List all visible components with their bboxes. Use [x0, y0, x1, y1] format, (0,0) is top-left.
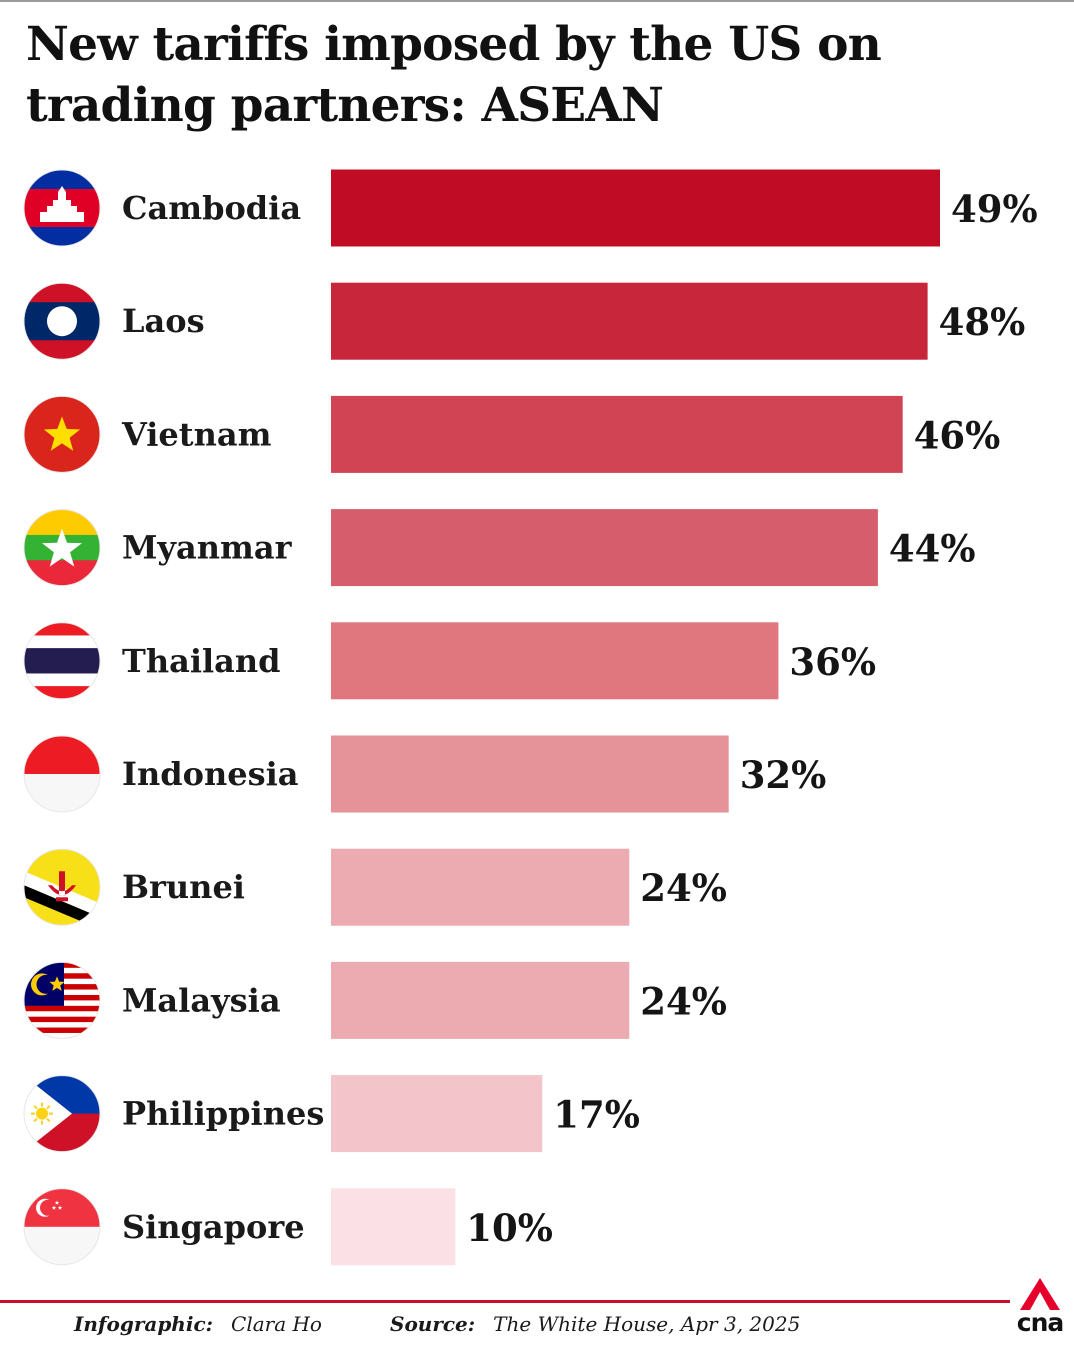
source: Source: The White House, Apr 3, 2025	[390, 1312, 800, 1336]
category-label: Thailand	[122, 642, 281, 680]
chart-row: Laos 48%	[23, 282, 1026, 360]
value-label: 48%	[939, 300, 1026, 344]
malaysia-flag-icon	[23, 961, 101, 1039]
chart-row: Brunei 24%	[23, 848, 727, 926]
cambodia-flag-icon	[23, 169, 101, 247]
category-label: Indonesia	[122, 755, 298, 793]
bar	[331, 961, 630, 1039]
source-value: The White House, Apr 3, 2025	[493, 1312, 801, 1336]
category-label: Malaysia	[122, 981, 281, 1019]
chart-row: Cambodia 49%	[23, 169, 1038, 247]
category-label: Philippines	[122, 1095, 324, 1133]
vietnam-flag-icon	[23, 395, 101, 473]
value-label: 17%	[553, 1093, 640, 1137]
source-label: Source:	[390, 1312, 476, 1336]
cna-logo-text: cna	[1016, 1308, 1065, 1337]
value-label: 46%	[914, 413, 1001, 457]
chart-row: Myanmar 44%	[23, 509, 976, 587]
credit-value: Clara Ho	[231, 1312, 322, 1336]
bar	[331, 735, 729, 813]
value-label: 24%	[640, 979, 727, 1023]
myanmar-flag-icon	[23, 509, 101, 587]
thailand-flag-icon	[23, 622, 101, 700]
bar-chart: Cambodia 49% Laos 48% Vietnam 46% Myanmar 44% Th…	[23, 169, 1038, 1266]
category-label: Brunei	[122, 868, 245, 906]
indonesia-flag-icon	[23, 735, 101, 813]
bar	[331, 1188, 456, 1266]
category-label: Cambodia	[122, 189, 301, 227]
top-rule	[0, 0, 1074, 2]
brunei-flag-icon	[23, 848, 101, 926]
cna-logo-icon	[1020, 1278, 1060, 1310]
bar	[331, 395, 903, 473]
chart-row: Singapore 10%	[23, 1188, 553, 1266]
bar	[331, 282, 928, 360]
bar	[331, 848, 630, 926]
philippines-flag-icon	[23, 1075, 101, 1153]
chart-row: Philippines 17%	[23, 1075, 640, 1153]
value-label: 32%	[740, 753, 827, 797]
footer-rule	[0, 1300, 1010, 1303]
category-label: Singapore	[122, 1208, 305, 1246]
bar	[331, 622, 779, 700]
value-label: 36%	[789, 640, 876, 684]
singapore-flag-icon	[23, 1188, 101, 1266]
credit-label: Infographic:	[74, 1312, 214, 1336]
category-label: Laos	[122, 302, 205, 340]
credit: Infographic: Clara Ho	[74, 1312, 322, 1336]
value-label: 24%	[640, 866, 727, 910]
value-label: 10%	[466, 1206, 553, 1250]
category-label: Vietnam	[121, 415, 272, 453]
chart-row: Vietnam 46%	[23, 395, 1001, 473]
chart-row: Indonesia 32%	[23, 735, 827, 813]
chart-title: New tariffs imposed by the US on trading…	[26, 17, 882, 133]
value-label: 49%	[951, 187, 1038, 231]
bar	[331, 1075, 543, 1153]
laos-flag-icon	[23, 282, 101, 360]
category-label: Myanmar	[122, 529, 293, 567]
chart-row: Thailand 36%	[23, 622, 876, 700]
bar	[331, 509, 878, 587]
bar	[331, 169, 940, 247]
value-label: 44%	[889, 527, 976, 571]
chart-row: Malaysia 24%	[23, 961, 727, 1039]
